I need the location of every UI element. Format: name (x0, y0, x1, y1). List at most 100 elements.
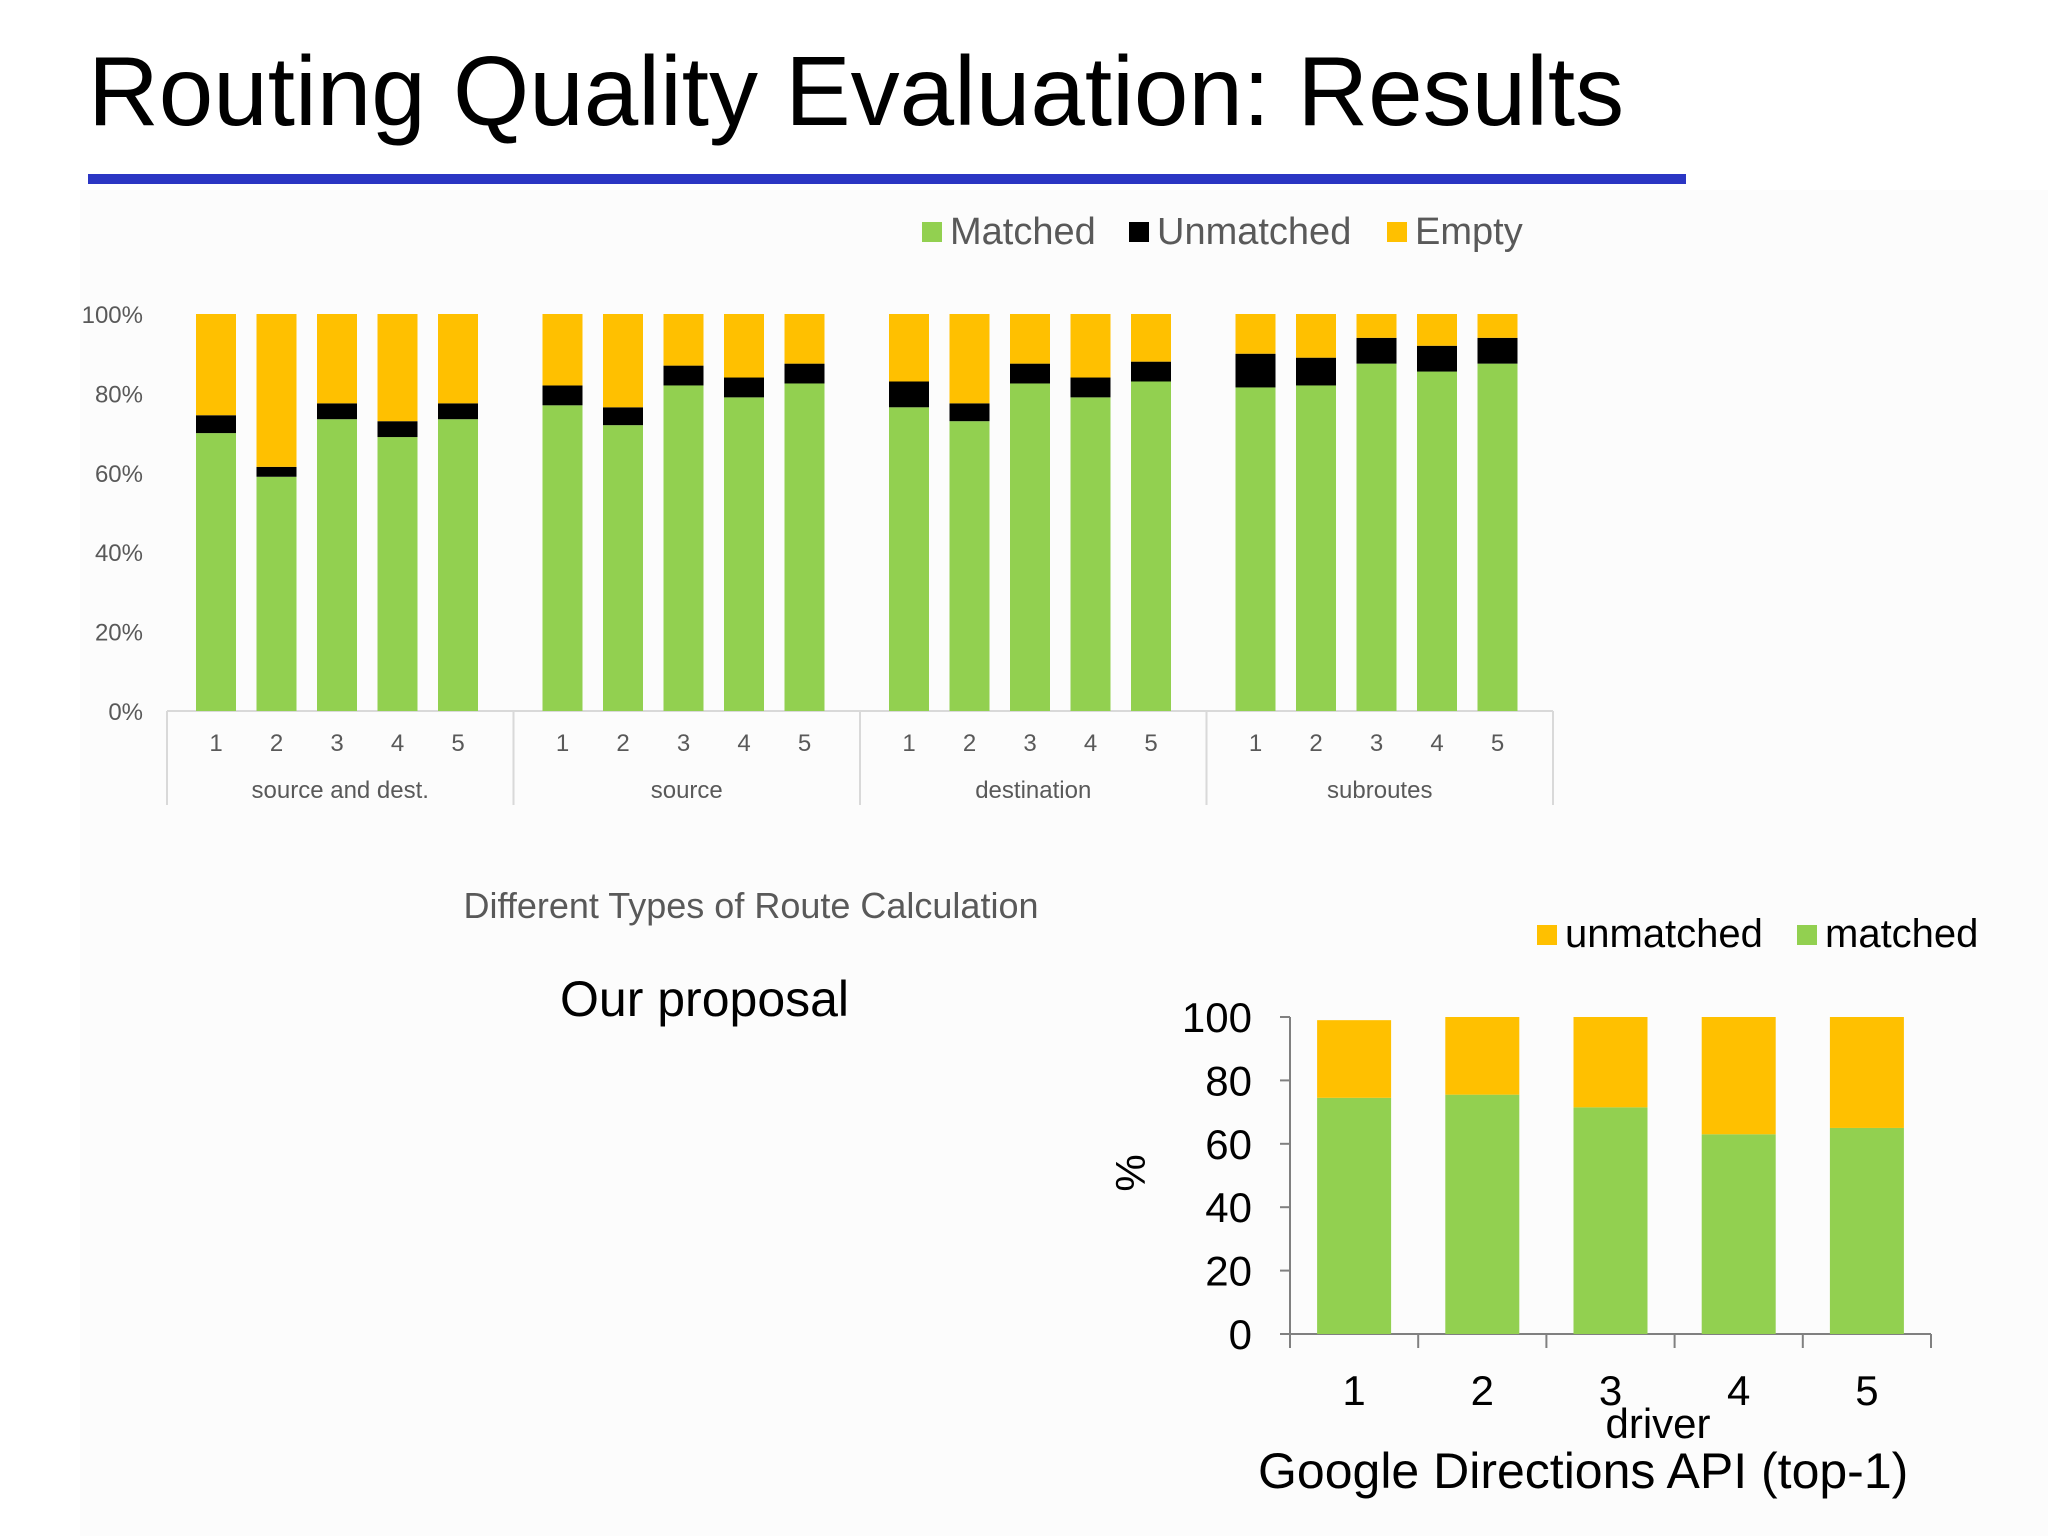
y-tick-label: 60% (95, 461, 143, 488)
bar-matched-3-5 (1131, 381, 1171, 711)
bar-unmatched-4-3 (1356, 337, 1397, 364)
bar-matched-1-1 (196, 433, 236, 711)
bar-matched-4 (1701, 1134, 1776, 1334)
group-label: source (651, 777, 723, 804)
bar-unmatched-2 (1445, 1017, 1520, 1095)
x-tick-label: 4 (737, 730, 750, 757)
legend-swatch-matched (922, 222, 942, 242)
x-tick-label: 3 (677, 730, 690, 757)
bar-empty-1-1 (196, 314, 236, 416)
x-tick-label: 5 (1144, 730, 1157, 757)
bar-unmatched-1-4 (377, 421, 418, 438)
x-tick-label: 4 (1084, 730, 1097, 757)
bar-matched-2-3 (663, 385, 704, 711)
slide-title: Routing Quality Evaluation: Results (88, 36, 1625, 146)
legend-label-empty: Empty (1415, 211, 1523, 253)
group-label: subroutes (1327, 777, 1432, 804)
x-tick-label: 5 (1855, 1367, 1878, 1414)
bar-unmatched-3-5 (1131, 361, 1171, 382)
y-tick-label: 0% (108, 699, 143, 726)
bar-matched-4-2 (1296, 385, 1336, 711)
x-axis-title: driver (1605, 1400, 1710, 1447)
bar-matched-3-1 (889, 407, 929, 711)
x-tick-label: 3 (1370, 730, 1383, 757)
bar-unmatched-2-4 (724, 377, 764, 398)
y-tick-label: 0 (1229, 1311, 1252, 1358)
bar-unmatched-3-3 (1010, 363, 1050, 384)
bar-empty-3-2 (949, 314, 990, 404)
y-tick-label: 100 (1182, 994, 1252, 1041)
legend-swatch-empty (1387, 222, 1407, 242)
y-tick-label: 40 (1205, 1184, 1252, 1231)
y-tick-label: 100% (82, 302, 143, 329)
x-tick-label: 2 (963, 730, 976, 757)
bar-unmatched-2-2 (603, 407, 643, 426)
bar-empty-1-5 (438, 314, 478, 404)
bar-matched-5 (1829, 1127, 1904, 1334)
x-tick-label: 3 (1023, 730, 1036, 757)
x-tick-label: 4 (1727, 1367, 1750, 1414)
group-label: destination (975, 777, 1091, 804)
x-tick-label: 2 (270, 730, 283, 757)
bar-empty-2-1 (542, 314, 583, 386)
bar-empty-3-1 (889, 314, 929, 382)
legend-swatch-unmatched (1129, 222, 1149, 242)
bar-unmatched-2-3 (663, 365, 704, 386)
legend-label-matched: Matched (950, 211, 1096, 253)
bar-empty-1-3 (317, 314, 357, 404)
x-tick-label: 3 (1599, 1367, 1622, 1414)
x-tick-label: 5 (798, 730, 811, 757)
bar-unmatched-3-2 (949, 403, 990, 422)
bar-unmatched-2-5 (784, 363, 825, 384)
group-label: source and dest. (252, 777, 429, 804)
y-axis-title: % (1107, 1154, 1154, 1191)
bar-matched-3-4 (1070, 397, 1111, 711)
bar-matched-1-2 (256, 476, 297, 711)
bar-unmatched-1-2 (256, 466, 297, 477)
bar-matched-3-2 (949, 421, 990, 711)
bar-matched-4-1 (1235, 387, 1276, 711)
x-tick-label: 1 (1249, 730, 1262, 757)
bar-unmatched-4-4 (1417, 345, 1457, 372)
bar-empty-4-2 (1296, 314, 1336, 358)
x-tick-label: 5 (451, 730, 464, 757)
bar-empty-3-5 (1131, 314, 1171, 362)
y-tick-label: 80 (1205, 1057, 1252, 1104)
bar-empty-4-5 (1477, 314, 1518, 338)
bar-matched-3 (1573, 1107, 1648, 1334)
bar-unmatched-3-1 (889, 381, 929, 408)
title-rule (88, 174, 1686, 184)
x-tick-label: 3 (330, 730, 343, 757)
bar-unmatched-1-5 (438, 403, 478, 420)
x-tick-label: 2 (1309, 730, 1322, 757)
bar-empty-4-3 (1356, 314, 1397, 338)
legend-label-unmatched: Unmatched (1157, 211, 1351, 253)
bar-empty-2-5 (784, 314, 825, 364)
bar-unmatched-1-1 (196, 415, 236, 434)
x-tick-label: 1 (902, 730, 915, 757)
bar-matched-1-4 (377, 437, 418, 711)
bar-matched-4-3 (1356, 363, 1397, 711)
x-axis-title: Different Types of Route Calculation (464, 885, 1039, 926)
x-tick-label: 5 (1491, 730, 1504, 757)
x-tick-label: 1 (209, 730, 222, 757)
x-tick-label: 4 (1430, 730, 1443, 757)
bar-matched-1-3 (317, 419, 357, 711)
bar-matched-2-4 (724, 397, 764, 711)
y-tick-label: 20% (95, 620, 143, 647)
x-tick-label: 4 (391, 730, 404, 757)
y-tick-label: 60 (1205, 1121, 1252, 1168)
bar-unmatched-4-5 (1477, 337, 1518, 364)
our-proposal-label: Our proposal (560, 971, 850, 1027)
y-tick-label: 80% (95, 381, 143, 408)
bar-matched-2 (1445, 1094, 1520, 1334)
bar-empty-1-2 (256, 314, 297, 467)
google-directions-label: Google Directions API (top-1) (1258, 1443, 1909, 1499)
bar-unmatched-4-1 (1235, 353, 1276, 388)
x-tick-label: 2 (1471, 1367, 1494, 1414)
y-tick-label: 20 (1205, 1248, 1252, 1295)
bar-empty-4-1 (1235, 314, 1276, 354)
bar-matched-2-5 (784, 383, 825, 711)
